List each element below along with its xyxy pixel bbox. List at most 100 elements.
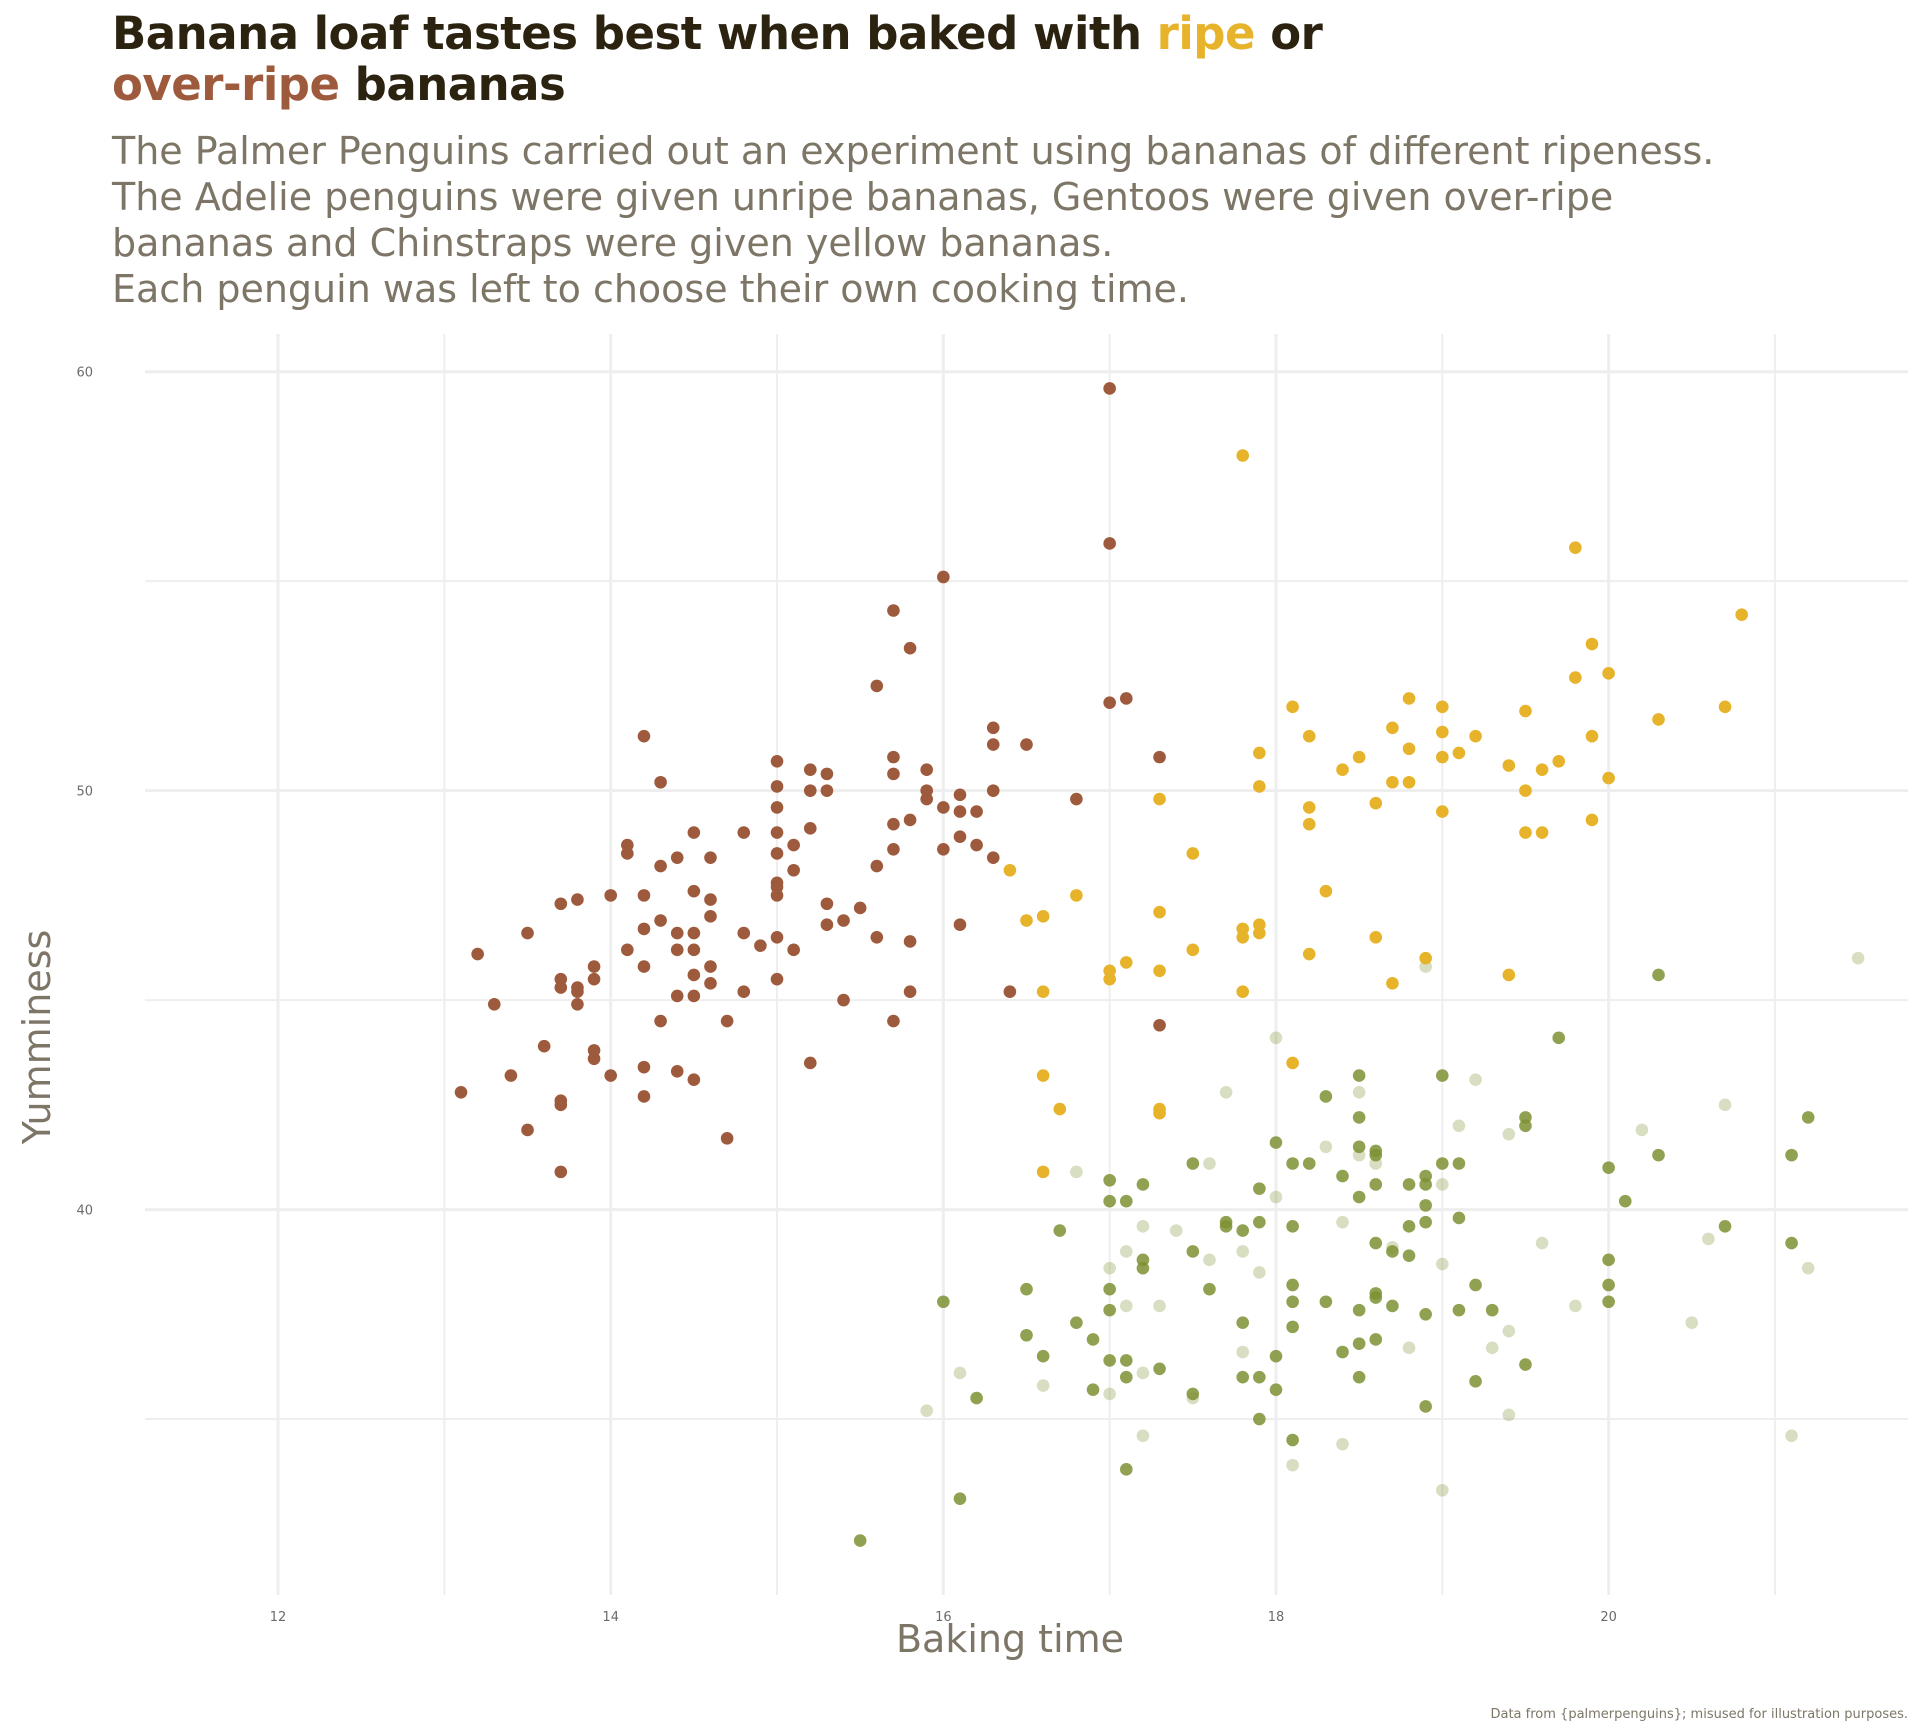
- data-point-overripe: [986, 738, 1000, 751]
- data-point-overripe: [937, 570, 950, 584]
- data-point-overripe: [870, 679, 884, 693]
- data-point-overripe: [521, 1123, 534, 1137]
- data-point-ripe: [1352, 750, 1366, 764]
- data-point-overripe: [903, 935, 917, 948]
- data-point-unripe-faded: [1269, 1031, 1283, 1045]
- data-point-unripe-faded: [1269, 1190, 1283, 1204]
- data-point-unripe: [1801, 1111, 1815, 1124]
- data-point-overripe: [670, 926, 684, 940]
- data-point-ripe: [1036, 910, 1050, 923]
- data-point-unripe-faded: [1569, 1299, 1582, 1313]
- data-point-ripe: [1053, 1102, 1067, 1116]
- data-point-ripe: [1552, 755, 1566, 768]
- data-point-overripe: [737, 926, 751, 940]
- data-point-unripe: [1203, 1282, 1216, 1296]
- data-point-overripe: [604, 1069, 617, 1082]
- data-point-overripe: [654, 859, 667, 873]
- data-point-overripe: [887, 750, 900, 764]
- data-point-unripe: [937, 1295, 950, 1309]
- data-point-ripe: [1519, 784, 1532, 797]
- data-point-unripe: [1336, 1169, 1349, 1183]
- data-point-ripe: [1602, 771, 1615, 785]
- data-point-unripe: [1469, 1278, 1482, 1292]
- data-point-ripe: [1402, 775, 1416, 789]
- data-point-unripe: [1352, 1069, 1366, 1082]
- data-point-overripe: [1103, 696, 1116, 709]
- data-point-ripe: [1236, 930, 1250, 944]
- chart-title: Banana loaf tastes best when baked with …: [112, 8, 1323, 110]
- data-point-unripe-faded: [1070, 1165, 1083, 1179]
- data-point-overripe: [637, 1060, 651, 1074]
- data-point-ripe: [1302, 817, 1316, 831]
- data-point-overripe: [720, 1014, 734, 1028]
- x-tick-label: 14: [602, 1610, 619, 1625]
- data-point-unripe: [1785, 1148, 1798, 1162]
- data-point-unripe-faded: [920, 1404, 934, 1417]
- data-point-ripe: [1286, 1056, 1299, 1070]
- data-point-ripe: [1153, 905, 1166, 919]
- grid: [145, 334, 1908, 1595]
- data-point-overripe: [787, 943, 800, 957]
- data-point-unripe: [1452, 1157, 1466, 1170]
- data-point-unripe: [1186, 1157, 1200, 1170]
- data-point-unripe-faded: [1801, 1261, 1815, 1275]
- data-point-unripe-faded: [1253, 1266, 1266, 1279]
- data-point-overripe: [537, 1039, 551, 1053]
- data-point-overripe: [737, 985, 751, 999]
- data-points: [454, 382, 1865, 1547]
- data-point-ripe: [1519, 704, 1532, 718]
- data-point-unripe-faded: [1469, 1073, 1482, 1087]
- data-point-unripe: [1369, 1291, 1383, 1304]
- data-point-unripe-faded: [1036, 1379, 1050, 1392]
- data-point-ripe: [1402, 742, 1416, 756]
- data-point-ripe: [1585, 729, 1599, 743]
- data-point-unripe: [1253, 1412, 1266, 1426]
- data-point-ripe: [1153, 964, 1166, 978]
- data-point-overripe: [1119, 692, 1133, 705]
- data-point-unripe-faded: [1436, 1483, 1449, 1497]
- data-point-overripe: [837, 993, 850, 1007]
- data-point-unripe: [1419, 1308, 1432, 1321]
- subtitle-line: The Adelie penguins were given unripe ba…: [112, 175, 1614, 219]
- data-point-unripe: [1269, 1136, 1283, 1149]
- data-point-ripe: [1003, 863, 1017, 877]
- data-point-overripe: [903, 641, 917, 655]
- data-point-ripe: [1119, 956, 1133, 969]
- data-point-unripe: [1602, 1253, 1615, 1267]
- data-point-overripe: [953, 788, 967, 802]
- data-point-unripe: [1086, 1383, 1100, 1397]
- data-point-unripe: [1652, 968, 1665, 982]
- data-point-overripe: [770, 801, 784, 814]
- data-point-overripe: [571, 893, 584, 906]
- data-point-overripe: [937, 842, 950, 856]
- data-point-overripe: [937, 801, 950, 814]
- data-point-unripe: [1020, 1328, 1033, 1342]
- data-point-overripe: [920, 763, 934, 776]
- data-point-overripe: [704, 910, 717, 923]
- data-point-unripe: [1352, 1337, 1366, 1350]
- data-point-overripe: [670, 989, 684, 1003]
- data-point-unripe: [1269, 1383, 1283, 1397]
- data-point-ripe: [1569, 671, 1582, 684]
- data-point-unripe: [1352, 1140, 1366, 1154]
- data-point-unripe: [1186, 1387, 1200, 1401]
- data-point-ripe: [1569, 541, 1582, 554]
- data-point-overripe: [903, 813, 917, 827]
- data-point-ripe: [1652, 713, 1665, 726]
- data-point-unripe: [1286, 1278, 1299, 1292]
- data-point-unripe-faded: [1286, 1458, 1299, 1472]
- data-point-unripe-faded: [1336, 1215, 1349, 1229]
- data-point-unripe: [1369, 1236, 1383, 1250]
- data-point-ripe: [1253, 746, 1266, 760]
- data-point-unripe: [1436, 1069, 1449, 1082]
- data-point-unripe: [1070, 1316, 1083, 1329]
- data-point-overripe: [587, 960, 601, 973]
- data-point-overripe: [637, 889, 651, 902]
- data-point-overripe: [704, 851, 717, 864]
- subtitle-line: Each penguin was left to choose their ow…: [112, 267, 1189, 311]
- data-point-overripe: [1070, 792, 1083, 806]
- data-point-unripe: [1302, 1157, 1316, 1170]
- data-point-unripe: [1386, 1299, 1399, 1313]
- data-point-ripe: [1253, 780, 1266, 793]
- data-point-ripe: [1302, 729, 1316, 743]
